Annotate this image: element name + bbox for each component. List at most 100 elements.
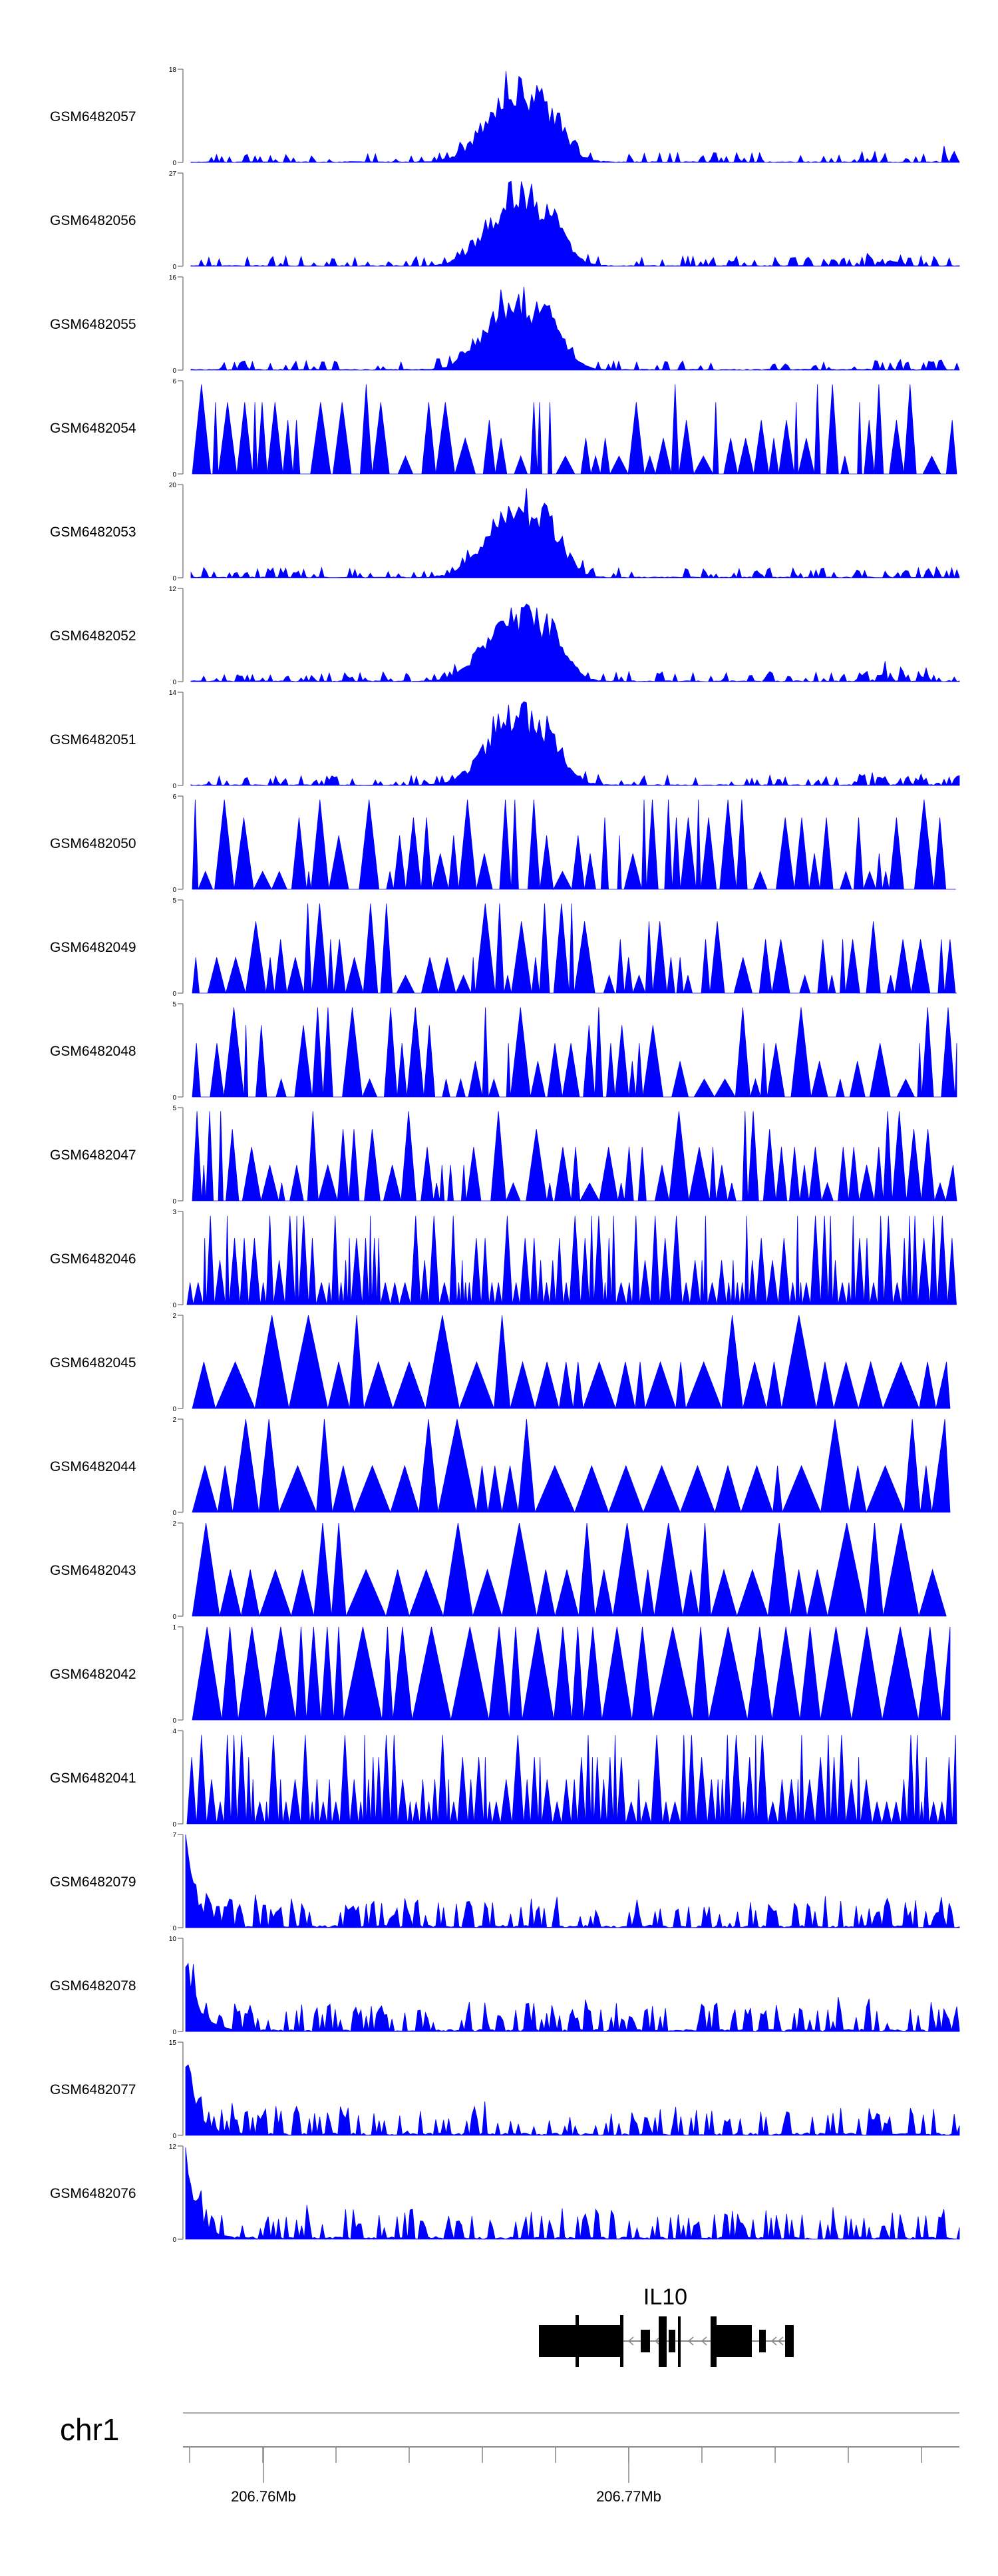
gene-label: IL10 [643,2284,687,2310]
gene-model: IL10 [539,2284,794,2367]
y-min-label: 0 [172,1198,176,1205]
gene-exon [576,2315,579,2367]
y-min-label: 0 [172,1406,176,1413]
gene-exon [678,2316,681,2367]
y-max-label: 18 [169,67,177,74]
track-label: GSM6482049 [50,940,136,955]
y-min-label: 0 [172,1821,176,1828]
y-max-label: 5 [172,1001,176,1008]
track-label: GSM6482041 [50,1771,136,1786]
gene-exon [539,2325,622,2357]
y-max-label: 6 [172,378,176,385]
coverage-track: GSM6482042 1 0 [50,1624,951,1725]
intron-arrow [770,2336,777,2346]
coverage-area [192,384,957,475]
coverage-area [192,1111,957,1202]
coverage-track: GSM6482078 10 0 [50,1936,960,2036]
y-min-label: 0 [172,1510,176,1517]
coverage-track: GSM6482057 18 0 [50,67,960,167]
y-min-label: 0 [172,783,176,790]
intron-arrow [687,2336,694,2346]
y-max-label: 3 [172,1209,176,1216]
track-label: GSM6482055 [50,317,136,332]
gene-exon [759,2330,766,2352]
coverage-track: GSM6482077 15 0 [50,2039,960,2140]
track-label: GSM6482052 [50,628,136,644]
track-label: GSM6482076 [50,2186,136,2201]
coverage-track: GSM6482045 2 0 [50,1313,951,1413]
coverage-track: GSM6482044 2 0 [50,1416,951,1517]
y-max-label: 6 [172,793,176,801]
y-max-label: 27 [169,170,177,178]
intron-arrow [701,2336,707,2346]
coverage-track: GSM6482051 14 0 [50,690,960,790]
coverage-area [186,1215,957,1305]
track-label: GSM6482048 [50,1044,136,1059]
coverage-track: GSM6482048 5 0 [50,1001,957,1102]
y-max-label: 2 [172,1520,176,1528]
intron-direction-arrows [627,2336,784,2346]
coverage-area [190,488,960,579]
track-label: GSM6482056 [50,213,136,228]
y-min-label: 0 [172,471,176,479]
y-min-label: 0 [172,264,176,271]
coverage-area [185,1834,960,1928]
track-label: GSM6482042 [50,1667,136,1682]
track-label: GSM6482053 [50,525,136,540]
y-max-label: 12 [169,2143,177,2151]
y-max-label: 10 [169,1936,177,1943]
gene-exon [711,2316,717,2367]
coverage-area [190,180,960,268]
y-max-label: 7 [172,1832,176,1839]
coverage-track: GSM6482050 6 0 [50,793,956,894]
coverage-area [192,1522,947,1617]
y-max-label: 14 [169,690,177,697]
track-label: GSM6482078 [50,1978,136,1994]
y-max-label: 20 [169,482,177,489]
gene-exon [669,2330,675,2352]
y-min-label: 0 [172,1613,176,1621]
track-label: GSM6482054 [50,421,136,436]
y-max-label: 2 [172,1416,176,1424]
track-label: GSM6482043 [50,1563,136,1578]
y-max-label: 1 [172,1624,176,1631]
coverage-area [185,2147,960,2241]
gene-exon [659,2316,667,2367]
track-label: GSM6482057 [50,109,136,124]
coverage-area [192,903,957,994]
gene-exon [620,2315,623,2367]
track-label: GSM6482044 [50,1459,136,1474]
y-max-label: 2 [172,1313,176,1320]
coverage-track: GSM6482079 7 0 [50,1832,960,1932]
intron-arrow [627,2336,634,2346]
chromosome-label: chr1 [60,2412,119,2447]
coverage-track: GSM6482052 12 0 [50,586,960,686]
coverage-track: GSM6482043 2 0 [50,1520,947,1621]
intron-arrow [654,2336,661,2346]
coverage-track: GSM6482053 20 0 [50,482,960,582]
coverage-track: GSM6482049 5 0 [50,897,957,998]
coverage-area [190,603,960,683]
coverage-track: GSM6482055 16 0 [50,274,960,375]
y-max-label: 16 [169,274,177,282]
gene-exon [785,2325,794,2357]
track-label: GSM6482045 [50,1355,136,1371]
y-max-label: 12 [169,586,177,593]
y-min-label: 0 [172,1717,176,1725]
coverage-area [185,2064,960,2136]
y-min-label: 0 [172,887,176,894]
axis-tick-label: 206.76Mb [231,2488,296,2505]
genome-axis: chr1 206.76Mb 206.77Mb [60,2412,959,2505]
y-min-label: 0 [172,679,176,686]
y-min-label: 0 [172,1302,176,1309]
axis-tick-label: 206.77Mb [596,2488,661,2505]
axis-ticks [189,2447,922,2483]
gene-exon [717,2325,752,2357]
coverage-area [190,286,960,371]
track-label: GSM6482047 [50,1148,136,1163]
y-min-label: 0 [172,1925,176,1932]
coverage-area [186,1735,957,1825]
coverage-area [192,799,956,891]
coverage-area [192,1007,957,1098]
track-label: GSM6482051 [50,732,136,748]
